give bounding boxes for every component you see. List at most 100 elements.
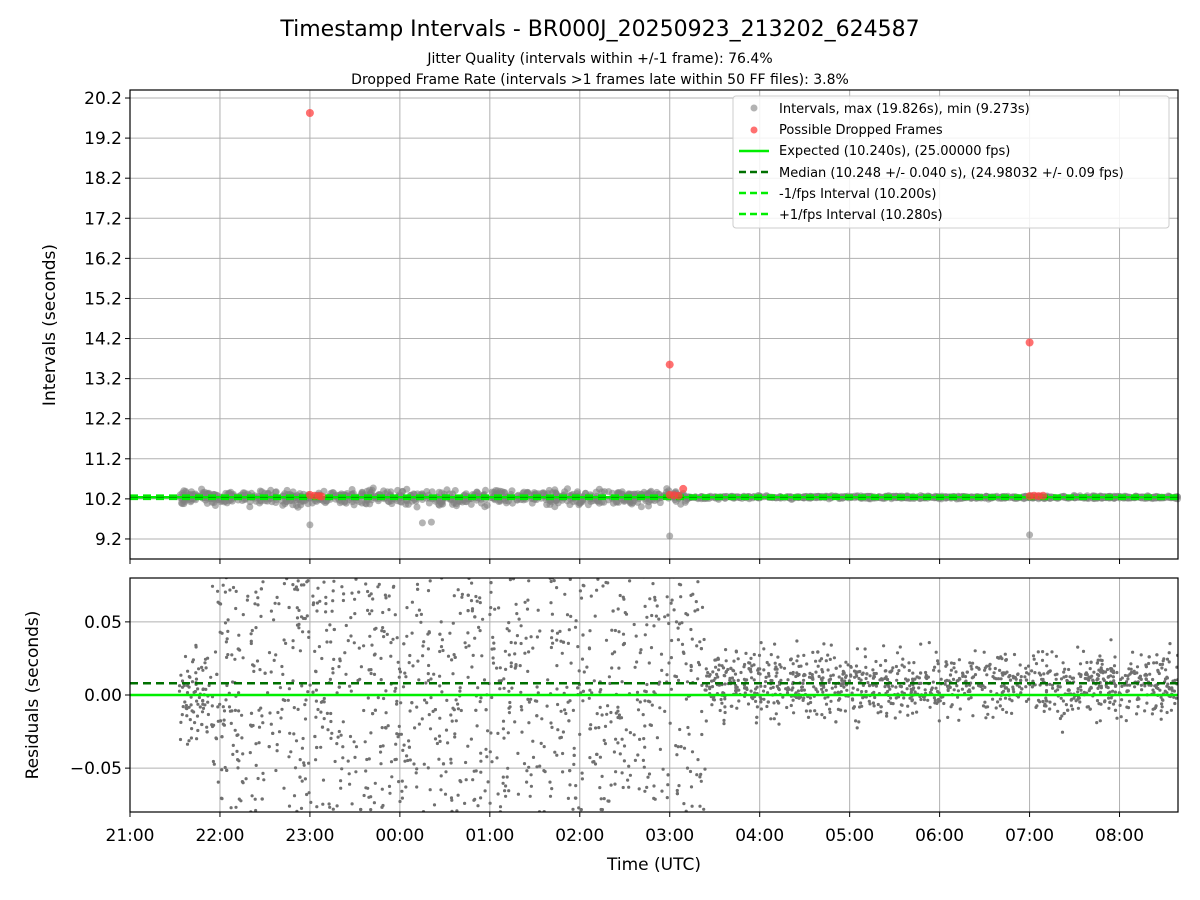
residual-point <box>224 698 228 702</box>
residual-point <box>1023 675 1027 679</box>
residual-point <box>249 632 253 636</box>
legend-marker-intervals <box>750 104 758 112</box>
residual-point <box>743 686 747 690</box>
residual-point <box>417 608 421 612</box>
residual-point <box>1107 706 1111 710</box>
residual-point <box>269 722 273 726</box>
residual-point <box>405 634 409 638</box>
residual-point <box>796 689 801 693</box>
residual-point <box>1168 642 1172 646</box>
residual-point <box>194 643 198 647</box>
residual-point <box>379 750 383 754</box>
residual-point <box>682 651 686 656</box>
residual-point <box>329 711 333 716</box>
residual-point <box>475 724 479 728</box>
residual-point <box>821 676 825 680</box>
residual-point <box>1115 716 1119 720</box>
residual-point <box>364 582 368 586</box>
residual-point <box>676 745 680 749</box>
residual-point <box>614 770 618 774</box>
residual-point <box>1166 682 1170 686</box>
residual-point <box>902 665 906 669</box>
residual-point <box>684 612 688 616</box>
residual-point <box>788 671 793 675</box>
residual-point <box>471 778 475 782</box>
residual-point <box>184 703 188 708</box>
residual-point <box>603 724 608 729</box>
residual-point <box>460 595 464 599</box>
residual-point <box>616 741 620 745</box>
residual-point <box>643 724 647 728</box>
residual-point <box>1123 673 1127 678</box>
residual-point <box>928 705 932 709</box>
residual-point <box>691 592 695 596</box>
residual-point <box>204 666 208 670</box>
residual-point <box>732 679 736 683</box>
residual-point <box>1056 709 1060 713</box>
residual-point <box>379 678 383 682</box>
residual-point <box>695 573 698 576</box>
residual-point <box>464 778 468 782</box>
residual-point <box>587 696 591 700</box>
residual-point <box>967 688 971 692</box>
residual-point <box>1058 716 1062 721</box>
residual-point <box>1153 707 1157 711</box>
residual-point <box>228 588 232 592</box>
residual-point <box>1109 638 1113 642</box>
residual-point <box>509 661 513 665</box>
interval-point <box>592 488 600 496</box>
residual-point <box>293 587 297 591</box>
residual-point <box>448 631 452 635</box>
residual-point <box>756 667 761 671</box>
residual-point <box>200 710 205 714</box>
residual-point <box>910 698 915 702</box>
residual-point <box>645 785 649 790</box>
interval-point <box>453 502 460 510</box>
residual-point <box>689 668 693 673</box>
residual-point <box>879 710 883 714</box>
residual-point <box>855 647 860 651</box>
residual-point <box>1107 696 1111 700</box>
residual-point <box>643 604 647 609</box>
residual-point <box>438 716 442 720</box>
residual-point <box>275 749 279 753</box>
residual-point <box>1048 707 1052 711</box>
residual-point <box>884 675 888 679</box>
residual-point <box>190 709 194 713</box>
residual-point <box>679 571 682 574</box>
residual-point <box>223 765 227 770</box>
residual-point <box>919 697 923 702</box>
residual-point <box>234 606 238 611</box>
residual-point <box>288 731 292 735</box>
residual-point <box>755 685 759 689</box>
residual-point <box>322 580 326 584</box>
residual-point <box>503 789 507 793</box>
residual-point <box>779 665 783 669</box>
residual-point <box>666 773 670 777</box>
residual-point <box>1095 661 1099 665</box>
residual-point <box>226 629 230 634</box>
residual-point <box>324 610 328 614</box>
residual-point <box>617 666 621 670</box>
residual-point <box>854 719 858 723</box>
residual-point <box>205 725 209 729</box>
residual-point <box>734 689 738 693</box>
residual-point <box>463 641 467 645</box>
residual-point <box>696 580 700 584</box>
residual-point <box>1078 700 1082 704</box>
residual-point <box>960 687 965 691</box>
residual-point <box>985 664 989 668</box>
residual-point <box>1117 691 1121 695</box>
residual-point <box>1089 685 1093 689</box>
residual-point <box>255 659 260 663</box>
residual-point <box>1024 699 1029 704</box>
residual-point <box>222 723 226 727</box>
residual-point <box>1100 662 1104 666</box>
residual-point <box>209 675 213 679</box>
residual-point <box>215 672 219 677</box>
residual-point <box>324 602 328 606</box>
residual-point <box>527 765 531 769</box>
residual-point <box>400 779 404 783</box>
residual-point <box>1113 684 1118 689</box>
residual-point <box>628 573 631 576</box>
